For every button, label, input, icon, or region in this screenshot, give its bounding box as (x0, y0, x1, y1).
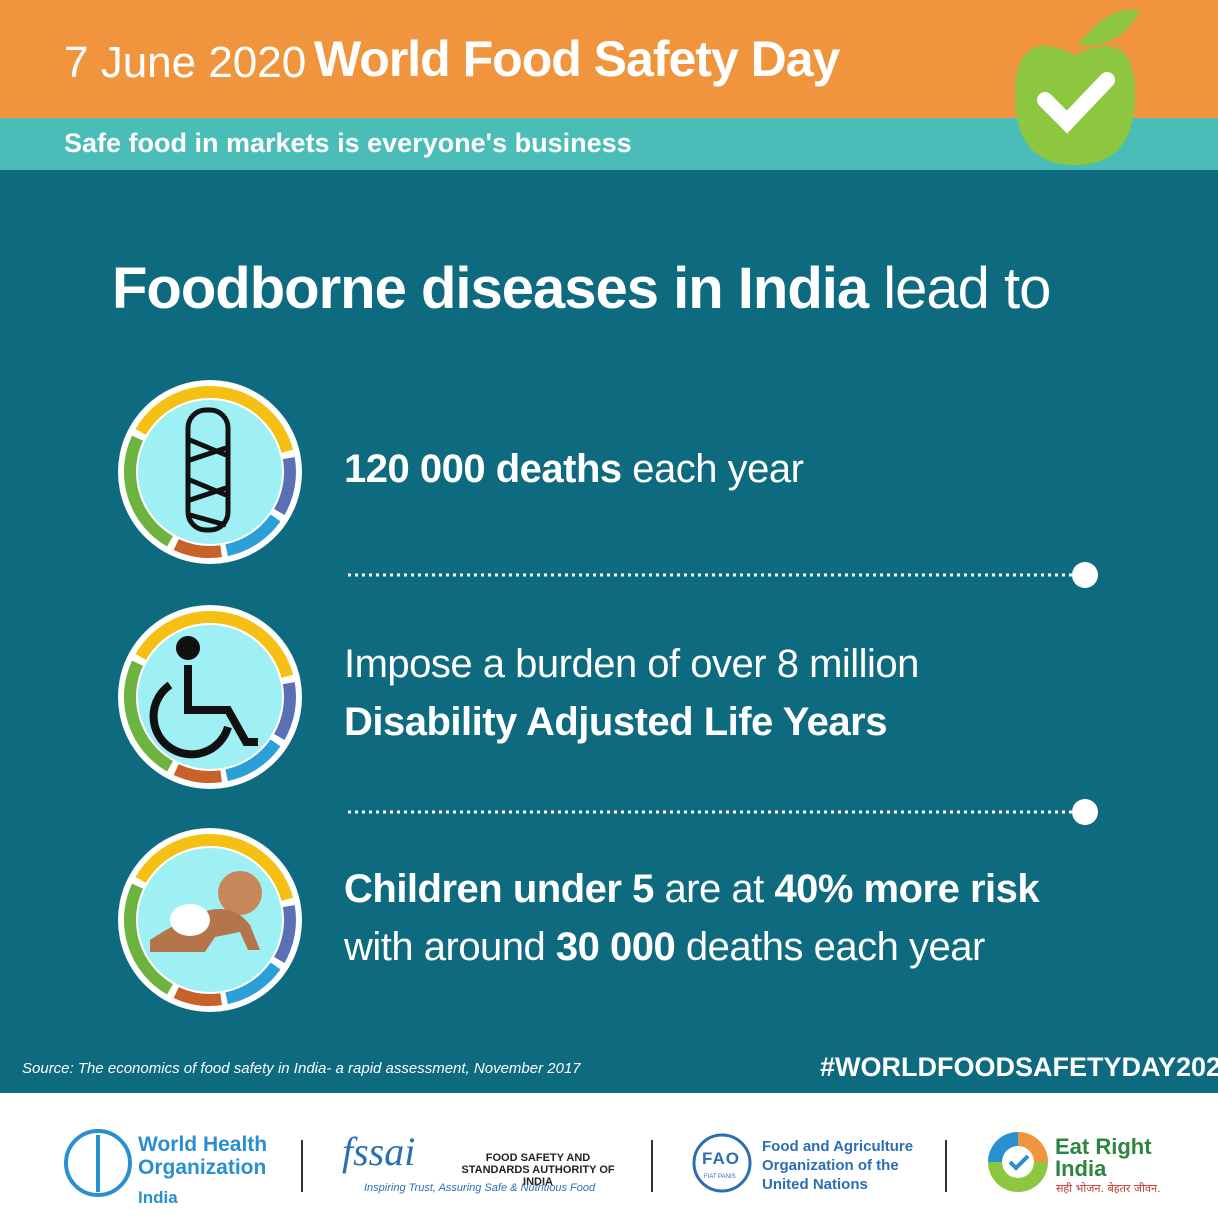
apple-icon (1015, 9, 1140, 165)
date: 7 June 2020 (64, 38, 307, 87)
eri-name: Eat Right India (1055, 1134, 1152, 1181)
fact-text: deaths each year (685, 925, 985, 969)
separator-dot (1072, 799, 1098, 825)
mummy-icon (185, 407, 231, 533)
fact-text: Disability Adjusted Life Years (344, 700, 887, 744)
fact-text: Impose a burden of over 8 million (344, 642, 919, 686)
fact-text: 40% more risk (774, 867, 1040, 911)
fact-text: are at (664, 867, 764, 911)
hashtag: #WORLDFOODSAFETYDAY2020 (820, 1052, 1218, 1082)
headline-rest: lead to (883, 256, 1051, 321)
fact-text: each year (632, 447, 804, 491)
baby-icon (150, 871, 262, 952)
separator-dot (1072, 562, 1098, 588)
headline: Foodborne diseases in India lead to (112, 255, 1051, 322)
fact-line: with around 30 000 deaths each year (344, 918, 985, 976)
fact-text: 30 000 (555, 925, 676, 969)
wheelchair-icon (149, 636, 258, 759)
who-region: India (138, 1188, 178, 1207)
subtitle: Safe food in markets is everyone's busin… (64, 128, 632, 158)
fao-name: Food and Agriculture Organization of the… (762, 1138, 914, 1193)
fact-text: 120 000 deaths (344, 447, 622, 491)
subtitle-band (0, 118, 1218, 170)
headline-bold: Foodborne diseases in India (112, 256, 869, 321)
icon-ring (118, 605, 302, 789)
logo-marks (64, 1129, 1048, 1197)
fact-line: 120 000 deaths each year (344, 440, 804, 498)
fao-mark: FAO (702, 1149, 740, 1168)
fact-text: Children under 5 (344, 867, 654, 911)
fact-text: with around (344, 925, 546, 969)
eri-tagline: सही भोजन. बेहतर जीवन. (1056, 1182, 1161, 1195)
source: Source: The economics of food safety in … (22, 1060, 581, 1077)
fact-line: Disability Adjusted Life Years (344, 693, 887, 751)
fact-line: Children under 5 are at 40% more risk (344, 860, 1040, 918)
who-name: World Health Organization (138, 1133, 268, 1179)
fssai-name: FOOD SAFETY AND STANDARDS AUTHORITY OF I… (461, 1152, 615, 1188)
fao-motto: FIAT PANIS (704, 1174, 736, 1180)
fact-line: Impose a burden of over 8 million (344, 635, 919, 693)
fssai-mark: fssai (342, 1129, 416, 1174)
fssai-tagline: Inspiring Trust, Assuring Safe & Nutriti… (364, 1182, 596, 1194)
header-band (0, 0, 1218, 118)
title: World Food Safety Day (314, 31, 840, 87)
